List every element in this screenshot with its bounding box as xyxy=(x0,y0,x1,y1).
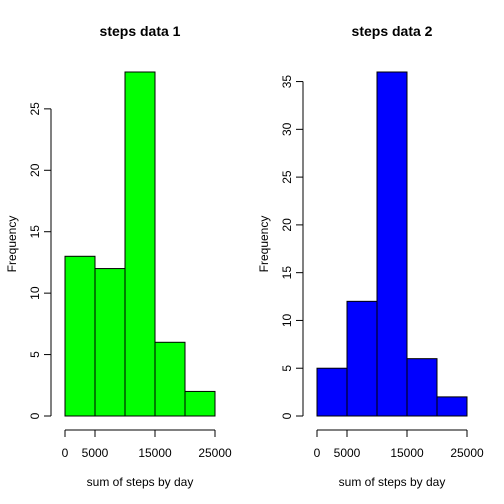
x-tick-label: 25000 xyxy=(198,446,232,460)
y-tick-label: 30 xyxy=(280,122,294,136)
histogram-bar xyxy=(124,71,156,417)
y-tick-label: 20 xyxy=(280,218,294,232)
histogram-bar xyxy=(64,255,96,417)
y-tick-label: 10 xyxy=(28,286,42,300)
y-axis-label: Frequency xyxy=(257,216,271,273)
y-tick-label: 5 xyxy=(280,365,294,372)
y-tick-label: 15 xyxy=(280,266,294,280)
histogram-bar xyxy=(406,358,438,417)
x-tick-label: 5000 xyxy=(82,446,109,460)
x-tick-label: 15000 xyxy=(138,446,172,460)
y-tick-label: 25 xyxy=(280,170,294,184)
y-tick-label: 5 xyxy=(28,351,42,358)
y-axis-label: Frequency xyxy=(5,216,19,273)
y-tick-label: 0 xyxy=(28,412,42,419)
x-tick-label: 15000 xyxy=(390,446,424,460)
y-tick-label: 15 xyxy=(28,225,42,239)
histogram-panel-steps-data-1: 0 5000 15000 25000 0 5 10 15 20 25 steps data 1 sum… xyxy=(5,23,232,489)
histogram-panel-steps-data-2: 0 5000 15000 25000 0 5 10 15 20 25 30 35 steps data … xyxy=(257,23,484,489)
x-axis-label: sum of steps by day xyxy=(87,475,194,489)
x-tick-label: 5000 xyxy=(334,446,361,460)
x-tick-label: 0 xyxy=(62,446,69,460)
histogram-bar xyxy=(154,341,186,417)
y-tick-label: 10 xyxy=(280,313,294,327)
x-tick-label: 0 xyxy=(314,446,321,460)
histogram-bar xyxy=(376,71,408,417)
x-tick-label: 25000 xyxy=(450,446,484,460)
chart-title: steps data 2 xyxy=(352,23,433,39)
histogram-bar xyxy=(436,396,468,417)
histogram-bar xyxy=(94,268,126,417)
histogram-bar xyxy=(346,300,378,417)
histogram-bar xyxy=(184,390,216,417)
y-tick-label: 20 xyxy=(28,163,42,177)
histogram-bar xyxy=(316,367,348,417)
y-tick-label: 0 xyxy=(280,412,294,419)
chart-title: steps data 1 xyxy=(100,23,181,39)
y-tick-label: 25 xyxy=(28,102,42,116)
y-tick-label: 35 xyxy=(280,75,294,89)
x-axis-label: sum of steps by day xyxy=(339,475,446,489)
